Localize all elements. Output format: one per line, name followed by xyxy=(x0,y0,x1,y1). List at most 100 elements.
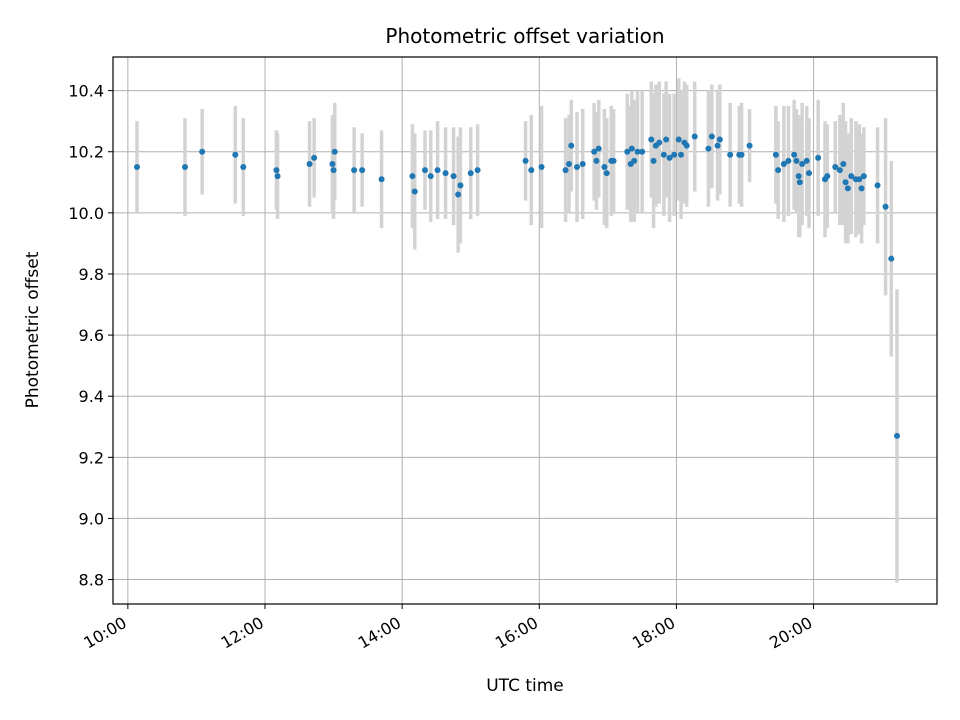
y-tick-label: 9.6 xyxy=(79,326,104,345)
data-point xyxy=(522,157,529,164)
data-point xyxy=(528,167,535,174)
data-point xyxy=(848,173,855,180)
data-point xyxy=(409,173,416,180)
data-point xyxy=(666,154,673,161)
data-point xyxy=(595,145,602,152)
data-point xyxy=(815,154,822,161)
data-point xyxy=(727,151,734,158)
data-point xyxy=(785,157,792,164)
data-point xyxy=(232,151,239,158)
y-tick-label: 8.8 xyxy=(79,571,104,590)
data-point xyxy=(427,173,434,180)
data-point xyxy=(671,151,678,158)
data-point xyxy=(601,164,608,171)
data-point xyxy=(882,203,889,210)
data-point xyxy=(273,167,280,174)
data-point xyxy=(795,173,802,180)
data-point xyxy=(683,142,690,149)
data-point xyxy=(832,164,839,171)
y-tick-label: 10.4 xyxy=(68,82,104,101)
data-point xyxy=(844,185,851,192)
data-point xyxy=(793,157,800,164)
data-point xyxy=(648,136,655,143)
data-point xyxy=(457,182,464,189)
data-point xyxy=(806,170,812,177)
data-point xyxy=(708,133,715,140)
data-point xyxy=(624,148,631,155)
data-point xyxy=(351,167,358,174)
data-point xyxy=(634,148,641,155)
data-point xyxy=(199,148,206,155)
chart-title: Photometric offset variation xyxy=(385,24,664,48)
data-point xyxy=(888,255,895,262)
data-point xyxy=(656,139,663,146)
data-point xyxy=(134,164,140,171)
data-point xyxy=(538,164,545,171)
data-point xyxy=(329,160,336,167)
data-point xyxy=(378,176,385,183)
data-point xyxy=(591,148,598,155)
x-axis-label: UTC time xyxy=(486,676,564,696)
data-point xyxy=(411,188,418,195)
data-point xyxy=(331,148,338,155)
data-point xyxy=(182,164,188,171)
data-point xyxy=(746,142,753,149)
data-point xyxy=(772,151,779,158)
y-tick-label: 9.0 xyxy=(79,509,104,528)
data-point xyxy=(562,167,569,174)
data-point xyxy=(738,151,745,158)
y-tick-label: 9.8 xyxy=(79,265,104,284)
y-tick-label: 10.2 xyxy=(68,143,104,162)
data-point xyxy=(678,151,684,158)
data-point xyxy=(274,173,281,180)
data-point xyxy=(874,182,881,189)
data-point xyxy=(442,170,449,177)
data-point xyxy=(474,167,481,174)
data-point xyxy=(603,170,610,177)
y-axis-ticks: 8.8 9.0 9.2 9.4 9.6 9.8 10.0 10.2 10.4 xyxy=(68,82,113,590)
data-point xyxy=(306,160,313,167)
data-point xyxy=(860,173,867,180)
data-point xyxy=(780,160,787,167)
data-point xyxy=(803,157,810,164)
y-axis-label: Photometric offset xyxy=(23,251,43,408)
data-point xyxy=(359,167,366,174)
data-point xyxy=(714,142,721,149)
y-tick-label: 10.0 xyxy=(68,204,104,223)
data-point xyxy=(716,136,723,143)
data-markers xyxy=(134,133,900,439)
data-point xyxy=(660,151,667,158)
data-point xyxy=(628,145,635,152)
data-point xyxy=(663,136,670,143)
data-point xyxy=(568,142,575,149)
data-point xyxy=(791,151,798,158)
data-point xyxy=(799,160,806,167)
data-point xyxy=(566,160,572,167)
data-point xyxy=(311,154,318,161)
data-point xyxy=(422,167,428,174)
data-point xyxy=(639,148,646,155)
data-point xyxy=(824,173,831,180)
data-point xyxy=(455,191,462,198)
data-point xyxy=(796,179,803,186)
data-point xyxy=(240,164,247,171)
data-point xyxy=(775,167,782,174)
data-point xyxy=(434,167,441,174)
data-point xyxy=(579,160,586,167)
data-point xyxy=(840,160,847,167)
data-point xyxy=(631,157,638,164)
data-point xyxy=(836,167,843,174)
data-point xyxy=(856,176,863,183)
data-point xyxy=(330,167,337,174)
data-point xyxy=(574,164,580,171)
data-point xyxy=(894,432,900,439)
plot-frame xyxy=(112,56,938,605)
data-point xyxy=(858,185,865,192)
data-point xyxy=(675,136,682,143)
data-point xyxy=(650,157,657,164)
data-point xyxy=(450,173,457,180)
data-point xyxy=(593,157,600,164)
y-tick-label: 9.4 xyxy=(79,387,104,406)
